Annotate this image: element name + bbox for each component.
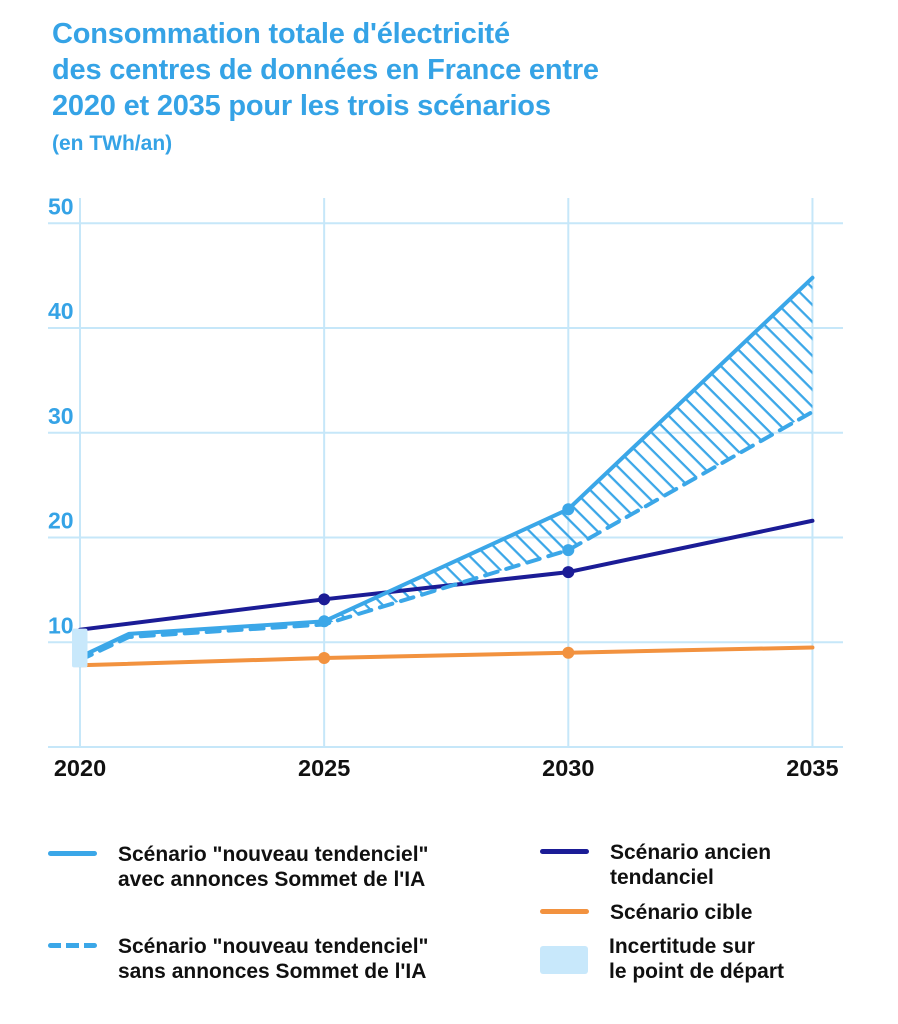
x-tick-label-2035: 2035: [786, 755, 838, 781]
legend-label-line: Scénario cible: [610, 901, 753, 924]
data-dot-series-3-2030: [562, 646, 575, 659]
uncertainty-box-swatch: [540, 946, 588, 974]
legend-label-line: Scénario ancien: [610, 841, 772, 864]
y-tick-label-40: 40: [48, 298, 74, 324]
uncertainty-start-box: [72, 628, 88, 668]
hatched-uncertainty-band: [324, 277, 813, 625]
legend-label: Scénario "nouveau tendenciel" avec annon…: [118, 842, 429, 892]
dashed-light-blue-line-swatch: [48, 943, 97, 948]
series-line-3-solid: [78, 645, 815, 668]
legend-label: Scénario cible: [610, 900, 752, 925]
legend-label-line: tendanciel: [610, 866, 714, 889]
x-tick-label-2030: 2030: [542, 755, 594, 781]
data-dot-series-3-2025: [318, 651, 331, 664]
data-dot-series-1-2030: [562, 544, 575, 557]
solid-orange-line-swatch: [540, 909, 589, 914]
legend-label-line: le point de départ: [609, 960, 785, 983]
chart-subtitle: (en TWh/an): [52, 132, 173, 155]
data-dot-series-2-2030: [562, 566, 575, 579]
chart-title-line-3: 2020 et 2035 pour les trois scénarios: [52, 90, 551, 122]
chart-title: Consommation totale d'électricité des ce…: [52, 16, 599, 124]
solid-dark-blue-line-swatch: [540, 849, 589, 854]
y-tick-label-30: 30: [48, 403, 74, 429]
data-dot-series-0-2025: [318, 615, 331, 628]
solid-light-blue-line-swatch: [48, 851, 97, 856]
data-dot-series-0-2030: [562, 503, 575, 516]
chart-title-line-1: Consommation totale d'électricité: [52, 18, 510, 50]
legend-label: Scénario ancien tendanciel: [610, 840, 771, 890]
legend-label-line: Incertitude sur: [609, 935, 755, 958]
legend-item-nouveau-tendenciel-sans: Scénario "nouveau tendenciel" sans annon…: [48, 934, 429, 984]
y-tick-label-10: 10: [48, 612, 74, 638]
legend-label-line: Scénario "nouveau tendenciel": [118, 935, 429, 958]
data-dot-series-2-2025: [318, 593, 331, 606]
legend-label-line: Scénario "nouveau tendenciel": [118, 843, 429, 866]
legend-item-incertitude: Incertitude sur le point de départ: [540, 934, 784, 984]
legend-item-nouveau-tendenciel-avec: Scénario "nouveau tendenciel" avec annon…: [48, 842, 429, 892]
legend-item-ancien-tendanciel: Scénario ancien tendanciel: [540, 840, 771, 890]
legend-label: Incertitude sur le point de départ: [609, 934, 784, 984]
legend-item-scenario-cible: Scénario cible: [540, 900, 752, 925]
legend-label-line: sans annonces Sommet de l'IA: [118, 960, 427, 983]
legend-label: Scénario "nouveau tendenciel" sans annon…: [118, 934, 429, 984]
legend-label-line: avec annonces Sommet de l'IA: [118, 868, 426, 891]
chart-header: Consommation totale d'électricité des ce…: [52, 16, 599, 156]
x-tick-label-2025: 2025: [298, 755, 350, 781]
y-tick-label-20: 20: [48, 508, 74, 534]
x-tick-label-2020: 2020: [54, 755, 106, 781]
y-tick-label-50: 50: [48, 193, 74, 219]
chart-title-line-2: des centres de données en France entre: [52, 54, 599, 86]
